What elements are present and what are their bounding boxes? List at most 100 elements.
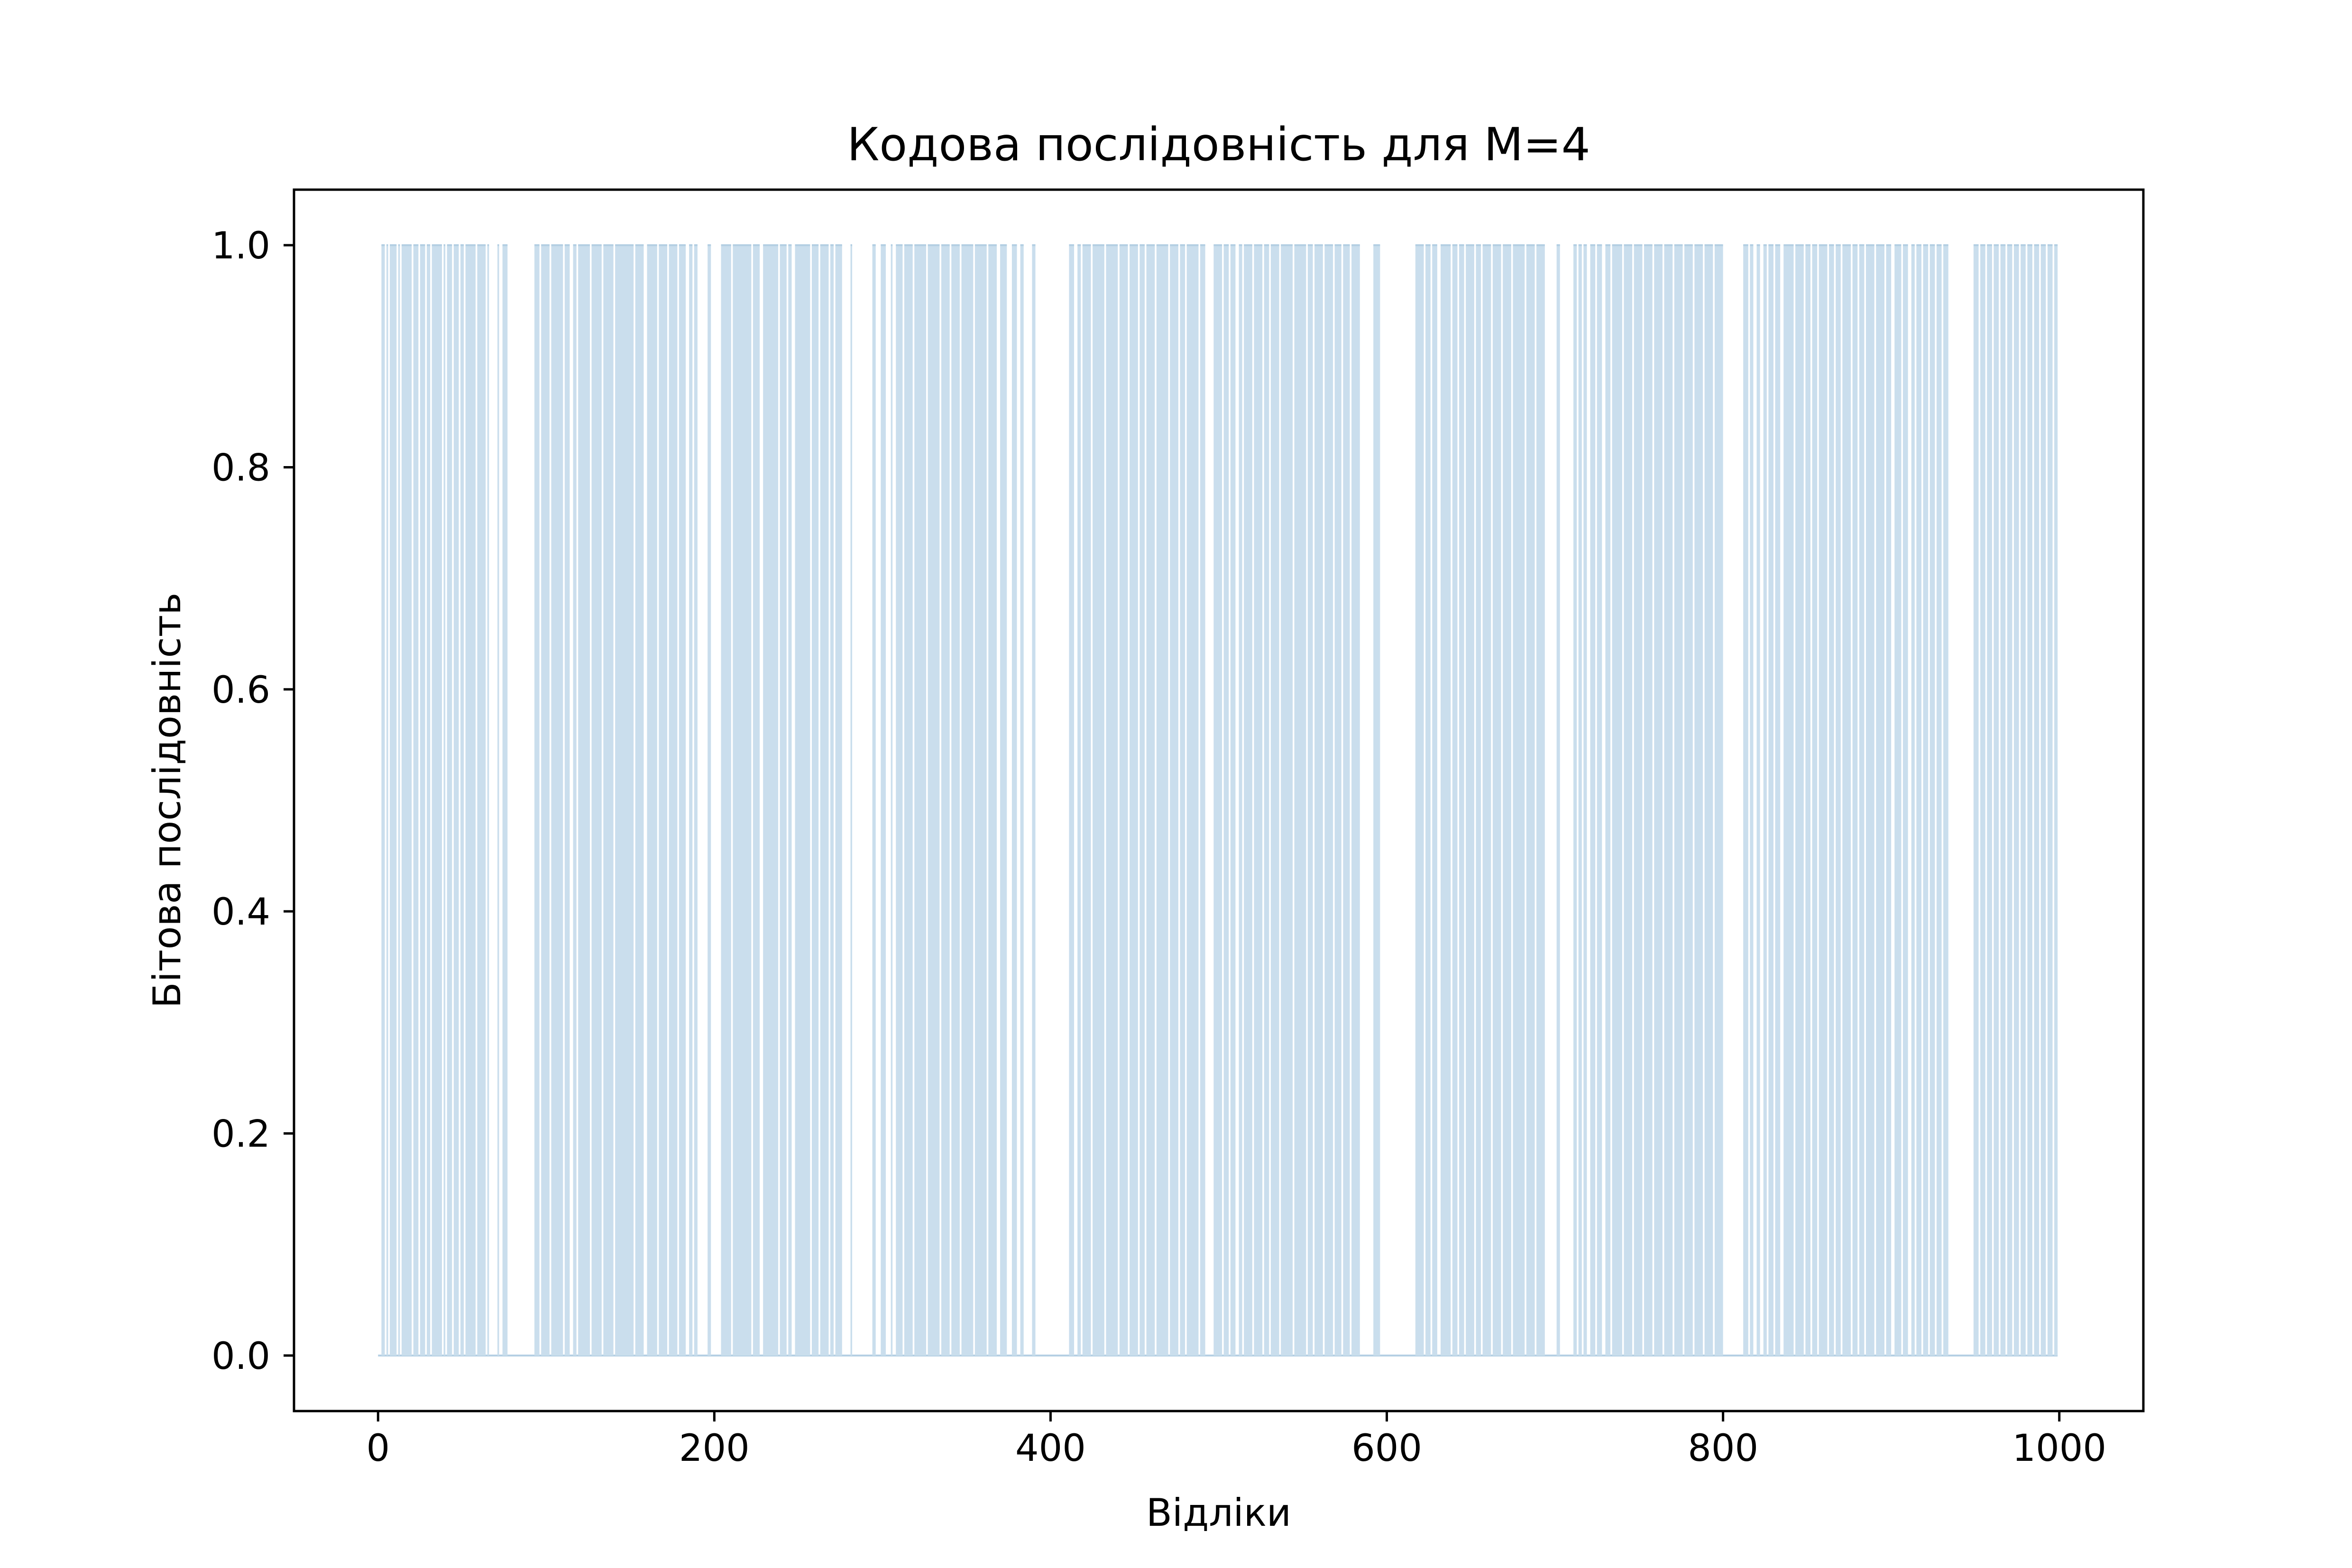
bit-high-segment [1612,245,1622,1356]
bit-high-segment [1929,245,1935,1356]
bit-high-segment [453,245,459,1356]
bit-high-segment [1644,245,1653,1356]
bit-high-segment [1763,245,1767,1356]
bit-high-segment [1590,245,1596,1356]
bit-high-segment [1597,245,1602,1356]
bit-high-segment [401,245,412,1356]
bit-high-segment [1684,245,1693,1356]
bit-high-segment [753,245,760,1356]
bit-high-segment [447,245,452,1356]
y-axis: 0.0 0.2 0.4 0.6 0.8 1.0 [211,225,294,1378]
bit-high-segment [988,245,997,1356]
bit-high-segment [1020,245,1024,1356]
y-axis-label: Бітова послідовність [145,593,189,1009]
bit-high-segment [1768,245,1773,1356]
bit-high-segment [573,245,577,1356]
bit-high-segment [1307,245,1313,1356]
bit-high-segment [1254,245,1263,1356]
bit-high-segment [551,245,563,1356]
bit-high-segment [1459,245,1464,1356]
bit-high-segment [1452,245,1458,1356]
bit-high-segment [914,245,927,1356]
bit-high-segment [1836,245,1841,1356]
bit-high-segment [427,245,431,1356]
bit-high-segment [1093,245,1104,1356]
bit-high-segment [1750,245,1754,1356]
bit-high-segment [1994,245,1999,1356]
bit-high-segment [896,245,903,1356]
bit-high-segment [1130,245,1138,1356]
bit-high-segment [1894,245,1902,1356]
bit-high-segment [1032,245,1036,1356]
bit-high-segment [1987,245,1992,1356]
y-tick-label: 0.8 [211,447,270,489]
bit-high-segment [502,245,508,1356]
bit-high-segment [2054,245,2058,1356]
bit-high-segment [1866,245,1874,1356]
bit-high-segment [1146,245,1155,1356]
bit-high-segment [1000,245,1007,1356]
bit-high-segment [763,245,779,1356]
bit-high-segment [1624,245,1633,1356]
bit-high-segment [2021,245,2026,1356]
bit-high-segment [420,245,425,1356]
bit-high-segment [1556,245,1560,1356]
bit-high-segment [1674,245,1683,1356]
bit-high-segment [881,245,886,1356]
bit-high-segment [497,245,499,1356]
bit-high-segment [1441,245,1451,1356]
bit-high-segment [1842,245,1851,1356]
bit-high-segment [721,245,731,1356]
bit-high-segment [2040,245,2046,1356]
bit-high-segment [1634,245,1643,1356]
bit-high-segment [1415,245,1424,1356]
bit-high-segment [941,245,950,1356]
x-tick-label: 1000 [2012,1427,2106,1470]
bit-high-segment [1812,245,1818,1356]
bit-high-segment [1106,245,1118,1356]
bit-high-segment [603,245,614,1356]
chart-title: Кодова послідовність для M=4 [847,118,1590,171]
bit-high-segment [534,245,540,1356]
bit-high-segment [891,245,893,1356]
bit-high-segment [1859,245,1865,1356]
bit-high-segment [1943,245,1948,1356]
bit-high-segment [413,245,419,1356]
bit-high-segment [1264,245,1269,1356]
bit-high-segment [707,245,711,1356]
bit-high-segment [1170,245,1178,1356]
bit-high-segment [477,245,486,1356]
bit-high-segment [1213,245,1222,1356]
bit-high-segment [1756,245,1760,1356]
bit-high-segment [669,245,678,1356]
bit-high-segment [1973,245,1979,1356]
bit-high-segment [386,245,388,1356]
bit-high-segment [1482,245,1491,1356]
bit-high-segment [1573,245,1577,1356]
bit-high-segment [2000,245,2006,1356]
axes-frame [293,188,2145,1412]
x-tick-label: 600 [1351,1427,1422,1470]
bit-high-segment [1011,245,1017,1356]
bit-high-segment [390,245,397,1356]
bit-high-segment [1351,245,1360,1356]
bit-high-segment [1852,245,1858,1356]
bit-high-segment [2034,245,2040,1356]
bit-high-segment [1180,245,1185,1356]
bit-high-segment [1654,245,1663,1356]
bit-high-segment [835,245,842,1356]
x-axis-label: Відліки [1146,1491,1291,1535]
y-tick-label: 0.6 [211,669,270,712]
bit-high-segment [1795,245,1804,1356]
x-axis: 0 200 400 600 800 1000 [366,1411,2106,1470]
bit-high-segment [812,245,819,1356]
bit-high-segment [788,245,792,1356]
bit-high-segment [928,245,940,1356]
bit-high-segment [1466,245,1474,1356]
bit-high-segment [1704,245,1713,1356]
bit-high-segment [1911,245,1915,1356]
bit-high-segment [1119,245,1128,1356]
bit-high-segment [1916,245,1921,1356]
x-tick-label: 200 [679,1427,750,1470]
bit-high-segment [1775,245,1781,1356]
